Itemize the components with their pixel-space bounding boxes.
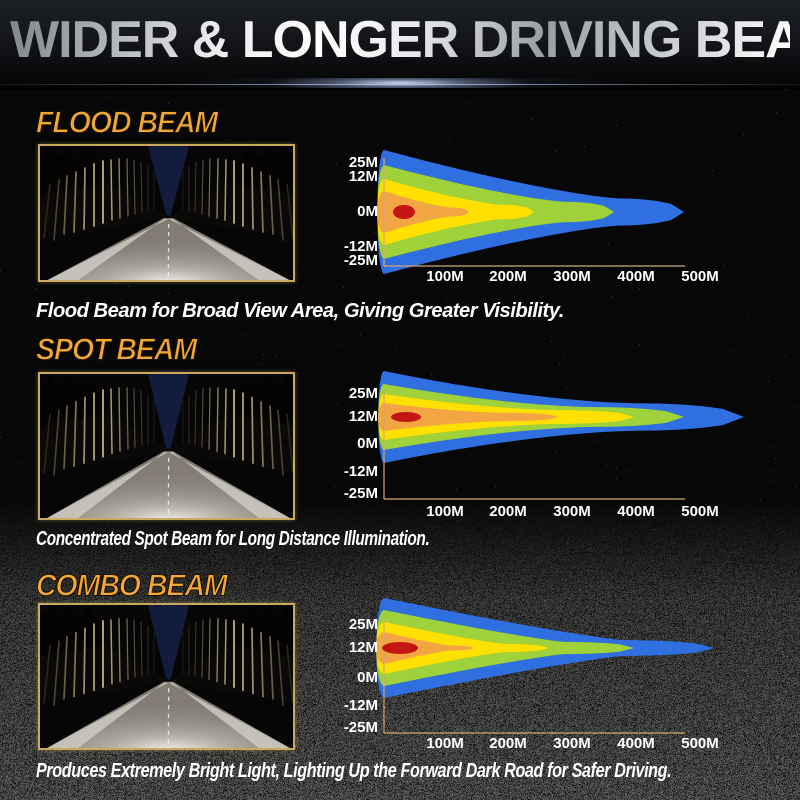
svg-text:500M: 500M — [681, 268, 719, 285]
svg-text:25M: 25M — [349, 385, 378, 402]
svg-text:200M: 200M — [489, 503, 527, 520]
svg-text:400M: 400M — [617, 503, 655, 520]
svg-text:100M: 100M — [426, 268, 464, 285]
svg-text:200M: 200M — [489, 268, 527, 285]
svg-text:400M: 400M — [617, 735, 655, 752]
svg-text:12M: 12M — [349, 639, 378, 656]
svg-text:500M: 500M — [681, 503, 719, 520]
svg-text:300M: 300M — [553, 268, 591, 285]
svg-text:400M: 400M — [617, 268, 655, 285]
svg-text:100M: 100M — [426, 503, 464, 520]
svg-text:200M: 200M — [489, 735, 527, 752]
svg-text:-25M: -25M — [344, 252, 378, 269]
svg-text:12M: 12M — [349, 408, 378, 425]
svg-text:300M: 300M — [553, 735, 591, 752]
svg-text:0M: 0M — [357, 435, 378, 452]
svg-text:12M: 12M — [349, 168, 378, 185]
svg-text:25M: 25M — [349, 616, 378, 633]
svg-text:500M: 500M — [681, 735, 719, 752]
svg-text:0M: 0M — [357, 203, 378, 220]
svg-text:-12M: -12M — [344, 697, 378, 714]
svg-text:100M: 100M — [426, 735, 464, 752]
svg-text:-12M: -12M — [344, 463, 378, 480]
svg-text:-25M: -25M — [344, 719, 378, 736]
svg-text:0M: 0M — [357, 669, 378, 686]
svg-text:-25M: -25M — [344, 485, 378, 502]
svg-text:300M: 300M — [553, 503, 591, 520]
